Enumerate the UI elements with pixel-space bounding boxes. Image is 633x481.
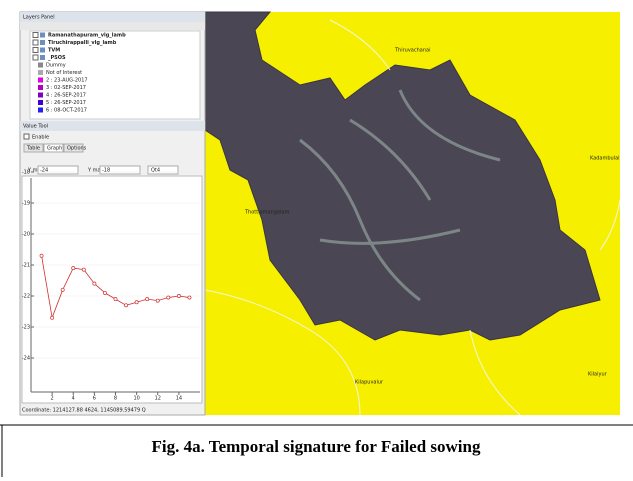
ymin-input[interactable] <box>37 165 79 175</box>
legend-label: 5 : 26-SEP-2017 <box>46 100 86 106</box>
status-coordinate: Coordinate: 1214127.88 4624, 1145089.594… <box>22 408 146 414</box>
field-label: Y min <box>27 168 42 174</box>
y-tick-label: -19 <box>22 201 30 207</box>
legend-label: 4 : 26-SEP-2017 <box>46 93 86 99</box>
layer-checkbox[interactable] <box>32 32 39 38</box>
layer-checkbox[interactable] <box>32 39 39 46</box>
field-label: Y max <box>87 168 104 174</box>
y-tick-label: -23 <box>22 325 30 331</box>
data-point <box>155 298 160 303</box>
x-tick-label: 4 <box>72 396 75 402</box>
ymin-value: -24 <box>40 168 48 174</box>
legend-label: 6 : 08-OCT-2017 <box>46 108 87 114</box>
legend-swatch <box>38 107 43 113</box>
tab[interactable] <box>43 143 64 153</box>
x-tick-label: 2 <box>51 396 54 402</box>
river <box>204 19 621 416</box>
caption: Fig. 4a. Temporal signature for Failed s… <box>151 437 481 456</box>
ymax-input[interactable] <box>99 165 141 175</box>
data-point <box>81 267 86 272</box>
library-select[interactable] <box>147 165 179 175</box>
data-point <box>113 297 118 302</box>
legend-label: Dummy <box>46 63 66 69</box>
data-point <box>176 294 181 298</box>
tab-label: Graph <box>47 146 62 152</box>
panel-header <box>20 12 205 22</box>
map-label: Kilaiyur <box>588 372 608 378</box>
legend-label: 3 : 02-SEP-2017 <box>46 85 86 91</box>
legend-swatch <box>38 62 43 68</box>
panel-header <box>20 121 205 131</box>
legend-swatch <box>38 77 43 83</box>
map-label: Kadambulai <box>590 156 620 162</box>
y-tick-label: -22 <box>22 294 30 300</box>
tab[interactable] <box>23 143 44 153</box>
layer-name: TVM <box>48 48 60 54</box>
legend-swatch <box>38 100 43 105</box>
y-tick-label: -24 <box>22 356 30 362</box>
data-point <box>187 295 192 300</box>
layer-icon <box>40 55 45 60</box>
layer-name: Ramanathapuram_vlg_lamb <box>48 33 126 39</box>
data-point <box>145 297 150 302</box>
layer-checkbox[interactable] <box>32 54 39 61</box>
map-label: Kilapuvalur <box>355 380 384 386</box>
x-tick-label: 8 <box>114 396 117 402</box>
y-tick-label: -18 <box>22 170 30 176</box>
legend-label: 2 : 23-AUG-2017 <box>46 78 88 84</box>
ymax-value: -18 <box>102 168 110 174</box>
y-tick-label: -20 <box>22 232 30 238</box>
panel-title: Layers Panel <box>23 15 55 21</box>
y-tick-label: -21 <box>22 263 30 269</box>
panel-title: Value Tool <box>23 124 48 130</box>
checkbox-label: Enable <box>32 135 49 141</box>
data-point <box>60 287 65 292</box>
layer-icon <box>40 40 45 45</box>
legend-label: Not of Interest <box>46 70 82 76</box>
data-point <box>166 295 171 300</box>
raster-texture <box>299 89 501 302</box>
layer-name: Tiruchirappalli_vlg_lamb <box>48 40 117 46</box>
tab-label: Options <box>67 146 87 152</box>
data-point <box>102 290 107 295</box>
x-tick-label: 10 <box>133 396 139 402</box>
layer-icon <box>40 47 45 53</box>
x-tick-label: 6 <box>93 396 96 402</box>
legend-swatch <box>38 85 43 90</box>
layer-name: _PSOS <box>48 55 66 61</box>
raster-area <box>204 11 601 341</box>
checkbox[interactable] <box>23 133 30 140</box>
data-point <box>39 253 44 258</box>
library-value: Qt4 <box>151 168 160 174</box>
data-point <box>134 300 139 305</box>
legend-swatch <box>38 70 43 75</box>
map-label: Thottiamangalam <box>244 210 289 216</box>
data-point <box>50 315 55 320</box>
x-tick-label: 12 <box>155 396 161 402</box>
data-point <box>71 266 76 271</box>
data-point <box>124 303 129 308</box>
tab[interactable] <box>63 143 84 153</box>
map-label: Thiruvachanai <box>394 48 430 54</box>
x-tick-label: 14 <box>176 396 182 402</box>
layer-icon <box>40 32 45 38</box>
layer-checkbox[interactable] <box>32 47 39 53</box>
tab-label: Table <box>26 146 40 152</box>
toolbar[interactable] <box>20 22 205 30</box>
plot-frame <box>21 175 203 404</box>
layer-tree <box>29 30 201 120</box>
data-point <box>92 281 97 286</box>
legend-swatch <box>38 92 43 98</box>
